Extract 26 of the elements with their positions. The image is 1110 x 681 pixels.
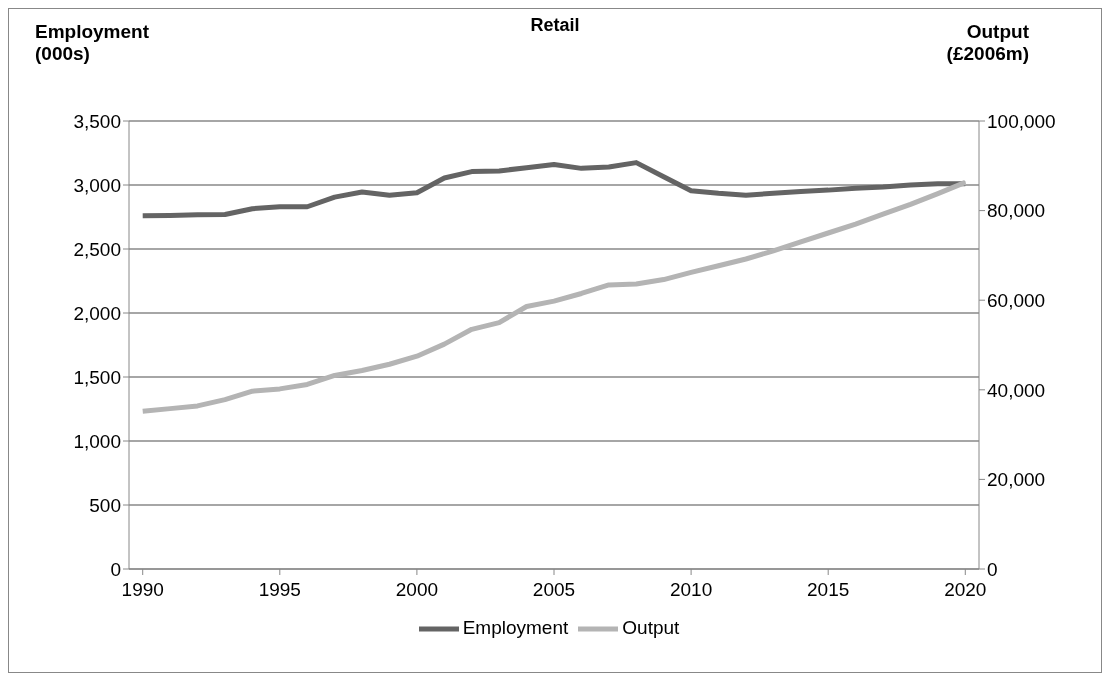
y-tick-label: 3,500 (73, 110, 121, 132)
y-tick-label: 2,500 (73, 238, 121, 260)
x-tick-label: 2020 (944, 579, 987, 601)
legend-label: Employment (462, 617, 569, 639)
x-tick-label: 2015 (807, 579, 850, 601)
y-tick-label: 2,000 (73, 302, 121, 324)
y-tick-label: 3,000 (73, 174, 121, 196)
y2-tick-label: 80,000 (987, 200, 1046, 222)
chart-title: Retail (530, 15, 580, 35)
y2-tick-label: 100,000 (987, 110, 1056, 132)
y2-tick-label: 40,000 (987, 379, 1046, 401)
y2-tick-label: 20,000 (987, 469, 1046, 491)
y2-tick-label: 60,000 (987, 289, 1046, 311)
x-tick-label: 2005 (532, 579, 576, 601)
x-tick-label: 2000 (395, 579, 439, 601)
y-tick-label: 1,500 (73, 366, 121, 388)
y-tick-label: 1,000 (73, 430, 121, 452)
y-tick-label: 500 (89, 494, 121, 516)
x-tick-label: 1995 (258, 579, 301, 601)
y-tick-label: 0 (110, 558, 121, 580)
x-tick-label: 2010 (669, 579, 713, 601)
legend-label: Output (622, 617, 680, 639)
y2-tick-label: 0 (987, 558, 998, 580)
x-tick-label: 1990 (121, 579, 164, 601)
y-axis-title: Employment (000s) (35, 21, 150, 65)
y2-axis-title: Output (£2006m) (946, 21, 1029, 65)
